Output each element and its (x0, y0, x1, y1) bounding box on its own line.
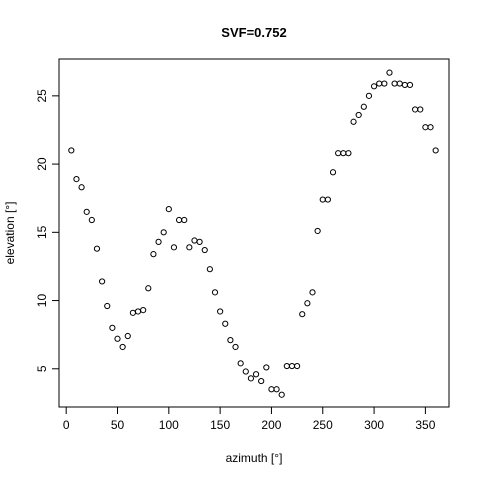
data-point (170, 244, 178, 251)
data-point (365, 92, 373, 99)
data-point (134, 308, 142, 315)
data-point (247, 375, 255, 382)
data-point (432, 147, 439, 154)
data-point (206, 266, 213, 273)
x-tick-label: 150 (210, 418, 230, 432)
data-point (417, 106, 424, 113)
data-point (186, 244, 193, 251)
data-point (175, 216, 183, 224)
y-axis-label: elevation [°] (3, 202, 17, 265)
data-point (294, 362, 301, 370)
data-point (273, 386, 280, 393)
data-point (370, 83, 378, 90)
data-point (155, 238, 162, 245)
data-point (93, 245, 101, 252)
y-tick-label: 10 (35, 294, 49, 308)
data-point (68, 147, 75, 154)
y-tick-label: 5 (35, 365, 49, 372)
data-point (329, 169, 337, 176)
y-axis: 5 10 15 20 25 (35, 89, 60, 372)
data-point (83, 208, 90, 215)
x-tick-label: 0 (63, 418, 70, 432)
data-point (237, 360, 244, 367)
data-point (114, 335, 121, 342)
chart-title: SVF=0.752 (221, 25, 286, 40)
data-point (196, 238, 203, 245)
data-point (124, 332, 131, 340)
data-point (345, 150, 352, 157)
data-point (406, 81, 414, 89)
data-point (129, 309, 136, 316)
data-point (165, 206, 172, 213)
data-point (412, 106, 419, 113)
data-point (360, 103, 367, 110)
data-point (350, 118, 357, 125)
data-point (391, 80, 398, 87)
x-axis: 0 50 100 150 200 250 300 350 (63, 406, 436, 432)
data-point (227, 337, 234, 344)
data-point (181, 216, 188, 224)
x-axis-label: azimuth [°] (226, 451, 283, 465)
data-point (88, 216, 95, 224)
data-point (160, 229, 167, 236)
data-point (309, 289, 316, 296)
data-point (242, 368, 249, 375)
x-tick-label: 250 (313, 418, 333, 432)
data-point (278, 391, 285, 398)
x-tick-label: 200 (261, 418, 281, 432)
data-points (68, 69, 439, 398)
data-point (314, 227, 321, 235)
data-point (283, 362, 290, 370)
data-point (401, 81, 408, 89)
data-point (252, 371, 260, 378)
y-tick-label: 15 (35, 225, 49, 239)
data-point (396, 80, 403, 87)
data-point (150, 251, 157, 258)
data-point (104, 302, 111, 310)
data-point (78, 184, 85, 191)
data-point (381, 80, 388, 87)
x-tick-label: 50 (111, 418, 125, 432)
data-point (304, 300, 311, 307)
data-point (427, 124, 434, 131)
data-point (191, 237, 198, 244)
data-point (268, 386, 275, 393)
data-point (73, 175, 80, 183)
data-point (258, 377, 265, 385)
data-point (201, 246, 208, 254)
data-point (386, 69, 393, 76)
data-point (99, 278, 106, 285)
plot-area-frame (58, 58, 450, 408)
data-point (140, 307, 147, 314)
x-tick-label: 350 (415, 418, 435, 432)
data-point (145, 285, 152, 292)
data-point (376, 80, 383, 87)
data-point (288, 362, 296, 370)
data-point (299, 311, 306, 318)
data-point (119, 343, 126, 351)
data-point (217, 308, 224, 315)
y-tick-label: 20 (35, 157, 49, 171)
data-point (222, 320, 229, 327)
data-point (263, 364, 270, 371)
data-point (232, 343, 239, 351)
data-point (324, 196, 331, 203)
x-tick-label: 100 (159, 418, 179, 432)
data-point (340, 150, 347, 157)
data-point (211, 289, 219, 296)
data-point (422, 124, 429, 131)
data-point (355, 111, 362, 119)
x-tick-label: 300 (364, 418, 384, 432)
data-point (319, 196, 326, 203)
y-tick-label: 25 (35, 89, 49, 103)
data-point (109, 324, 116, 331)
data-point (335, 150, 342, 157)
